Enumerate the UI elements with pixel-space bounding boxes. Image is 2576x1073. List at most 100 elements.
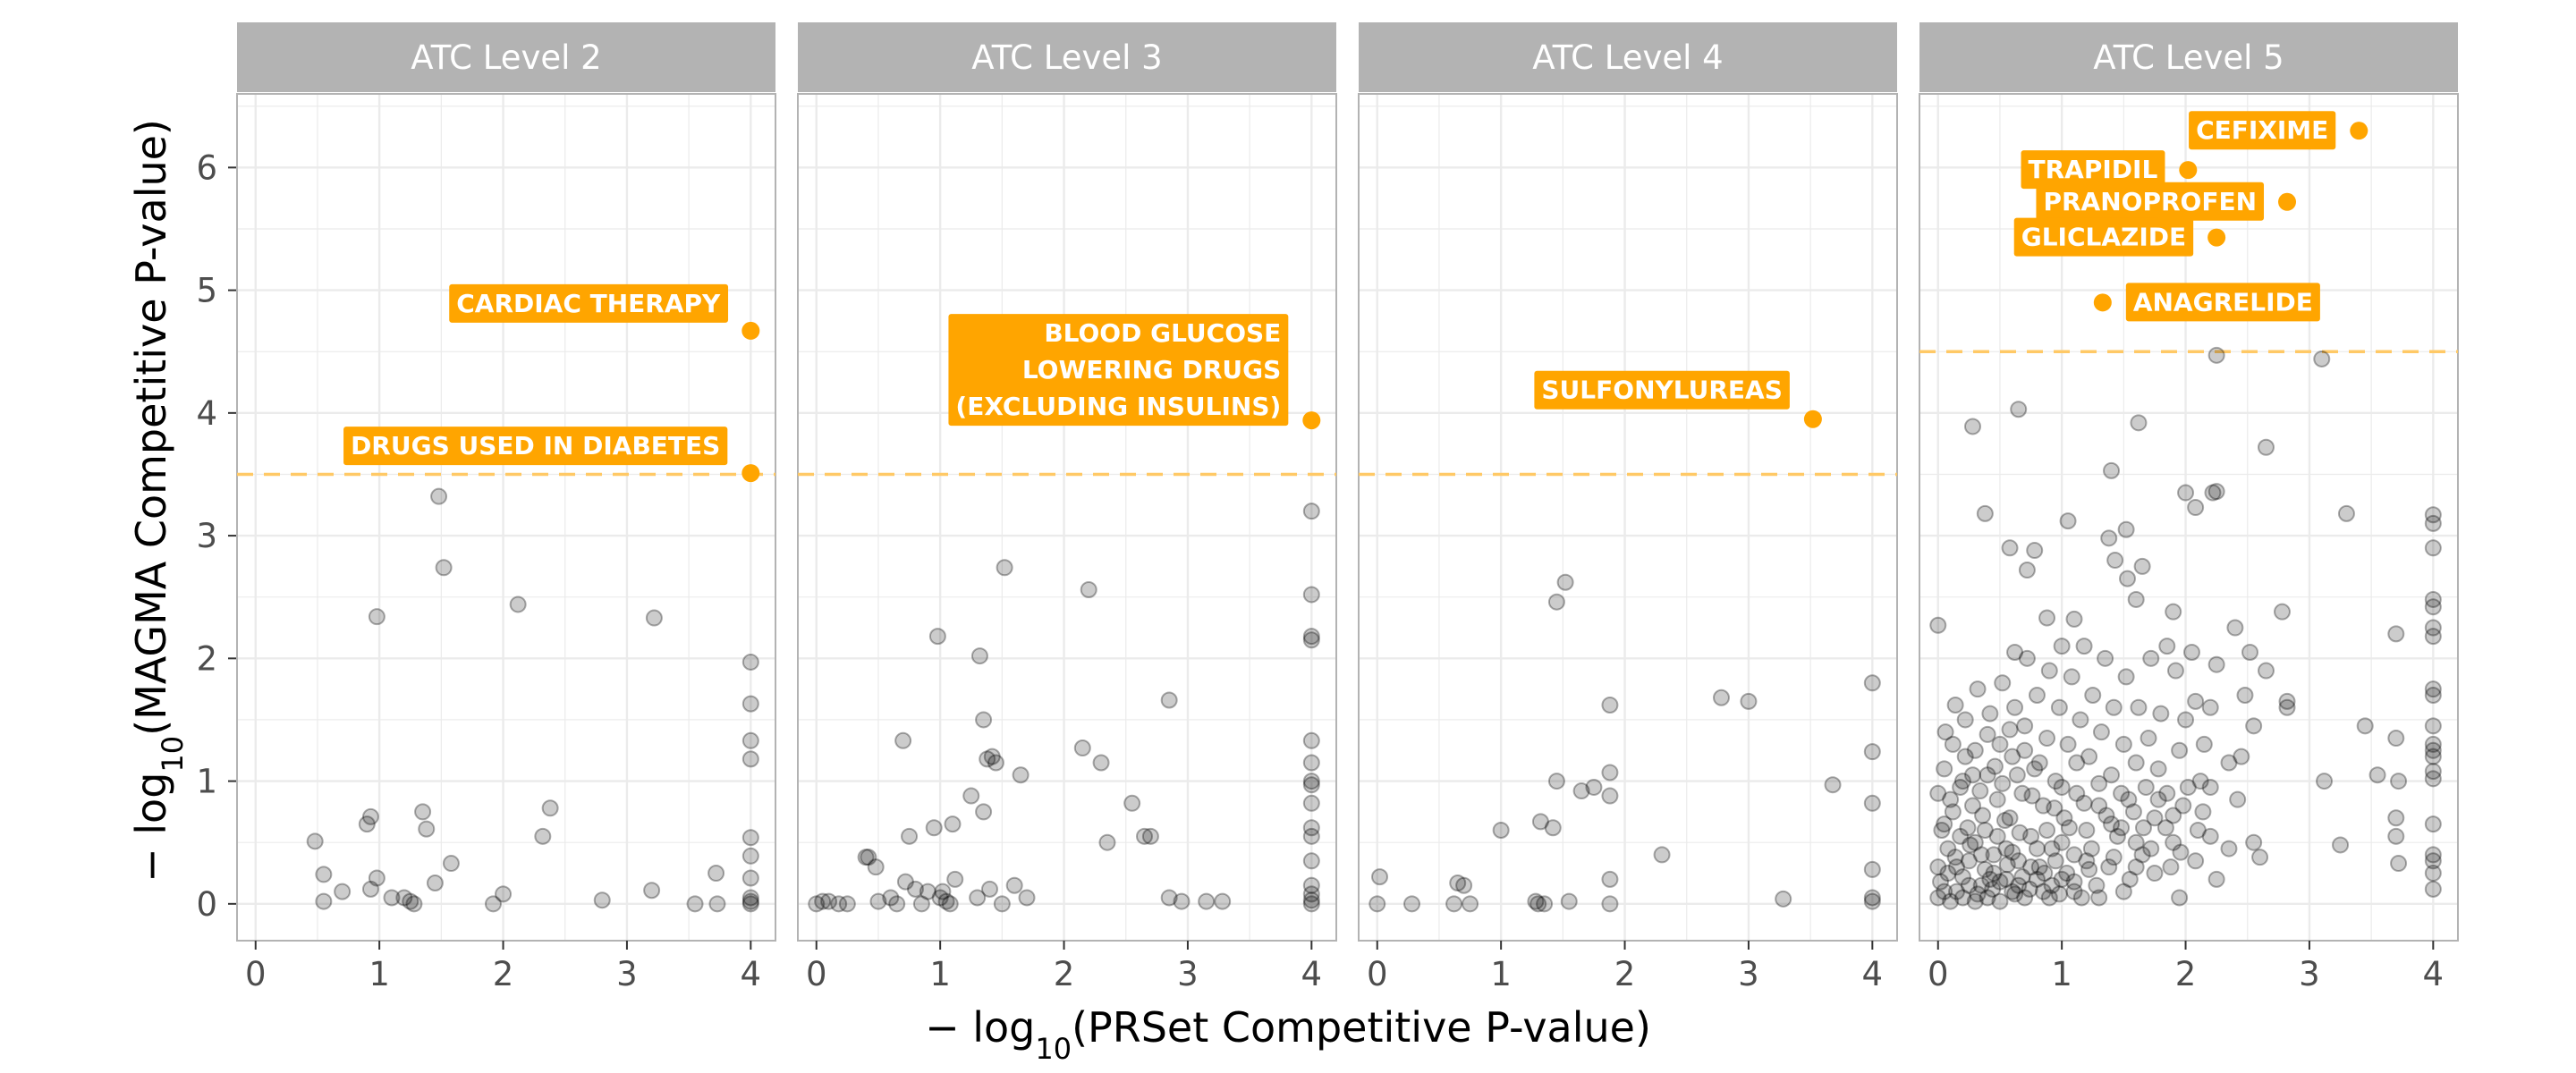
data-point	[541, 799, 559, 817]
data-point	[741, 731, 759, 749]
data-point	[2008, 766, 2026, 784]
data-point	[2004, 748, 2021, 765]
data-point	[1073, 739, 1091, 757]
data-point	[1018, 889, 1036, 907]
data-point	[2191, 773, 2209, 790]
data-point	[2117, 668, 2135, 686]
data-point	[2038, 730, 2056, 748]
data-point	[1929, 858, 1947, 876]
data-point	[1971, 782, 1989, 800]
data-point	[315, 892, 333, 910]
data-point	[2171, 741, 2189, 759]
data-point	[2046, 852, 2064, 870]
x-tick-label: 1	[1490, 955, 1512, 993]
data-point	[1988, 827, 2006, 845]
data-point	[1135, 827, 1153, 845]
data-point	[2092, 723, 2110, 741]
x-axis-title: − log10(PRSet Competitive P-value)	[925, 1003, 1651, 1066]
data-point	[2011, 824, 2029, 841]
data-point	[1979, 889, 1996, 907]
data-point	[2026, 760, 2044, 778]
data-point	[2080, 748, 2098, 765]
data-point	[2068, 784, 2086, 802]
data-point	[1556, 573, 1574, 591]
data-point	[2059, 735, 2077, 753]
data-point	[2059, 512, 2077, 530]
data-point	[1160, 691, 1178, 709]
data-point	[2171, 889, 2189, 907]
data-point	[2134, 819, 2152, 837]
data-point	[2424, 880, 2442, 898]
panel-background	[1359, 94, 1897, 941]
data-point	[1601, 764, 1619, 782]
highlight-label-box	[2189, 111, 2336, 150]
data-point	[2140, 730, 2157, 748]
highlight-label: BLOOD GLUCOSE LOWERING DRUGS (EXCLUDING IN…	[948, 314, 1289, 427]
data-point	[2016, 889, 2034, 907]
data-point	[2018, 562, 2036, 579]
highlight-label-box	[1534, 370, 1790, 410]
data-point	[1863, 860, 1881, 878]
data-point	[1012, 766, 1030, 784]
data-point	[1972, 876, 1990, 894]
facet-title: ATC Level 5	[2093, 38, 2284, 77]
data-point	[1979, 725, 1996, 743]
data-point	[2124, 803, 2142, 821]
panel-background	[798, 94, 1336, 941]
data-point	[2133, 557, 2151, 575]
data-point	[2226, 619, 2244, 637]
data-point	[2424, 865, 2442, 883]
y-axis-title: − log10(MAGMA Competitive P-value)	[127, 119, 190, 883]
data-point	[395, 889, 413, 907]
data-point	[1547, 773, 1565, 790]
data-point	[1929, 889, 1947, 907]
facet-title: ATC Level 4	[1532, 38, 1723, 77]
data-point	[2424, 852, 2442, 870]
data-point	[1371, 868, 1389, 886]
data-point	[708, 865, 725, 883]
data-point	[2174, 797, 2192, 815]
y-tick-label: 2	[196, 639, 217, 678]
data-point	[1991, 892, 2009, 910]
data-point	[1994, 674, 2012, 692]
facet-strip	[798, 22, 1336, 92]
data-point	[2220, 840, 2238, 858]
data-point	[2120, 790, 2138, 808]
data-point	[2245, 833, 2263, 851]
panel-border	[236, 93, 776, 942]
data-point	[484, 895, 502, 913]
data-point	[1302, 628, 1320, 646]
data-point	[2040, 662, 2058, 680]
data-point	[2028, 870, 2046, 888]
data-point	[1601, 696, 1619, 714]
data-point	[2114, 883, 2132, 900]
highlight-label-text: SULFONYLUREAS	[1541, 376, 1783, 405]
data-point	[315, 866, 333, 883]
facet-panels: 0 1 2 3 4 5 6 ATC Level 2 CARDIAC THERAPY DRUGS U…	[196, 22, 2459, 993]
y-tick-label: 4	[196, 394, 217, 433]
data-point	[2313, 350, 2331, 368]
data-point	[857, 849, 875, 866]
data-point	[2001, 539, 2019, 557]
data-point	[2010, 852, 2028, 870]
data-point	[1976, 860, 1994, 878]
highlight-label-text: GLICLAZIDE	[2021, 223, 2186, 252]
data-point	[1302, 827, 1320, 845]
data-point	[2013, 868, 2031, 886]
data-point	[2165, 833, 2182, 851]
highlight-label-text: CARDIAC THERAPY	[456, 289, 721, 318]
x-tick-label: 4	[741, 955, 762, 993]
data-point	[2023, 787, 2041, 805]
data-point	[969, 889, 987, 907]
data-point	[2105, 849, 2123, 866]
data-point	[1946, 849, 1964, 866]
data-point	[2030, 858, 2048, 876]
data-point	[1997, 840, 2015, 858]
data-point	[2097, 807, 2115, 824]
data-point	[860, 849, 877, 866]
data-point	[2050, 698, 2068, 716]
data-point	[1936, 815, 1953, 833]
data-point	[643, 882, 661, 900]
data-point	[442, 855, 460, 873]
data-point	[1214, 892, 1232, 910]
